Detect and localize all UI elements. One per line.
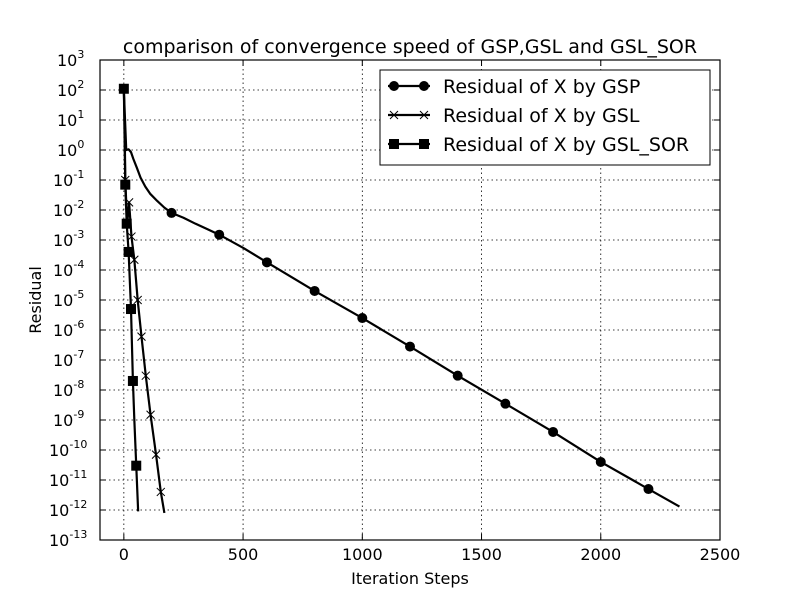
x-tick-label: 1500: [461, 545, 502, 564]
y-tick-label: 10-2: [53, 198, 84, 220]
legend-box: [379, 69, 711, 166]
marker-square: [123, 246, 134, 257]
series-line: [122, 89, 681, 508]
y-tick-label: 10-8: [53, 378, 84, 400]
marker-circle: [261, 257, 272, 268]
marker-circle: [419, 81, 429, 91]
series-layer: [118, 83, 681, 514]
marker-square: [131, 460, 142, 471]
y-tick-label: 100: [57, 138, 84, 160]
legend-item: Residual of X by GSL: [388, 105, 640, 127]
marker-x: [156, 487, 166, 497]
marker-circle: [595, 456, 606, 467]
marker-x: [389, 110, 399, 120]
y-tick-label: 103: [57, 48, 84, 70]
marker-circle: [500, 398, 511, 409]
marker-x: [141, 371, 151, 381]
marker-x: [137, 332, 146, 342]
y-tick-label: 10-10: [49, 438, 87, 460]
marker-x: [146, 410, 155, 420]
x-tick-label: 500: [228, 545, 259, 564]
marker-square: [120, 179, 131, 190]
y-tick-label: 10-6: [53, 318, 84, 340]
marker-square: [127, 375, 138, 386]
marker-circle: [643, 484, 654, 495]
x-tick-label: 2000: [580, 545, 621, 564]
y-tick-label: 10-11: [49, 468, 87, 490]
marker-square: [121, 218, 132, 229]
y-tick-label: 10-1: [53, 168, 84, 190]
ticks: 0 500 1000 1500 2000 2500 103 102 101 100 10-1 10-2…: [49, 48, 740, 564]
y-tick-label: 10-7: [53, 348, 84, 370]
marker-square: [389, 139, 399, 149]
legend-label: Residual of X by GSL: [443, 105, 640, 127]
marker-square: [118, 83, 129, 94]
y-tick-label: 10-5: [53, 288, 84, 310]
marker-square: [419, 139, 429, 149]
marker-circle: [389, 81, 399, 91]
marker-circle: [405, 341, 415, 352]
y-tick-label: 10-4: [53, 258, 84, 280]
chart-title: comparison of convergence speed of GSP,G…: [123, 36, 697, 58]
y-tick-label: 10-12: [49, 498, 87, 520]
y-tick-label: 10-3: [53, 228, 84, 250]
marker-circle: [166, 207, 177, 218]
x-tick-label: 1000: [342, 545, 383, 564]
marker-x: [151, 450, 161, 460]
legend: Residual of X by GSP Residual of X by GSL…: [379, 69, 711, 166]
legend-item: Residual of X by GSP: [388, 76, 640, 98]
series-3: [118, 83, 142, 512]
marker-circle: [309, 285, 320, 296]
legend-label: Residual of X by GSL_SOR: [443, 134, 689, 156]
marker-x: [419, 110, 429, 120]
marker-circle: [357, 313, 368, 324]
y-tick-label: 10-13: [49, 528, 87, 550]
marker-circle: [452, 370, 463, 381]
legend-item: Residual of X by GSL_SOR: [388, 134, 689, 156]
x-tick-label: 2500: [700, 545, 741, 564]
series-1: [122, 89, 681, 508]
marker-circle: [548, 426, 559, 437]
x-tick-label: 0: [119, 545, 129, 564]
legend-label: Residual of X by GSP: [443, 76, 640, 98]
y-axis-label: Residual: [26, 266, 45, 334]
marker-x: [133, 295, 143, 305]
marker-circle: [214, 229, 225, 240]
marker-x: [129, 255, 139, 265]
y-tick-label: 101: [57, 108, 84, 130]
marker-square: [126, 304, 136, 315]
x-axis-label: Iteration Steps: [351, 569, 469, 588]
y-tick-label: 10-9: [53, 408, 84, 430]
y-tick-label: 102: [57, 78, 84, 100]
